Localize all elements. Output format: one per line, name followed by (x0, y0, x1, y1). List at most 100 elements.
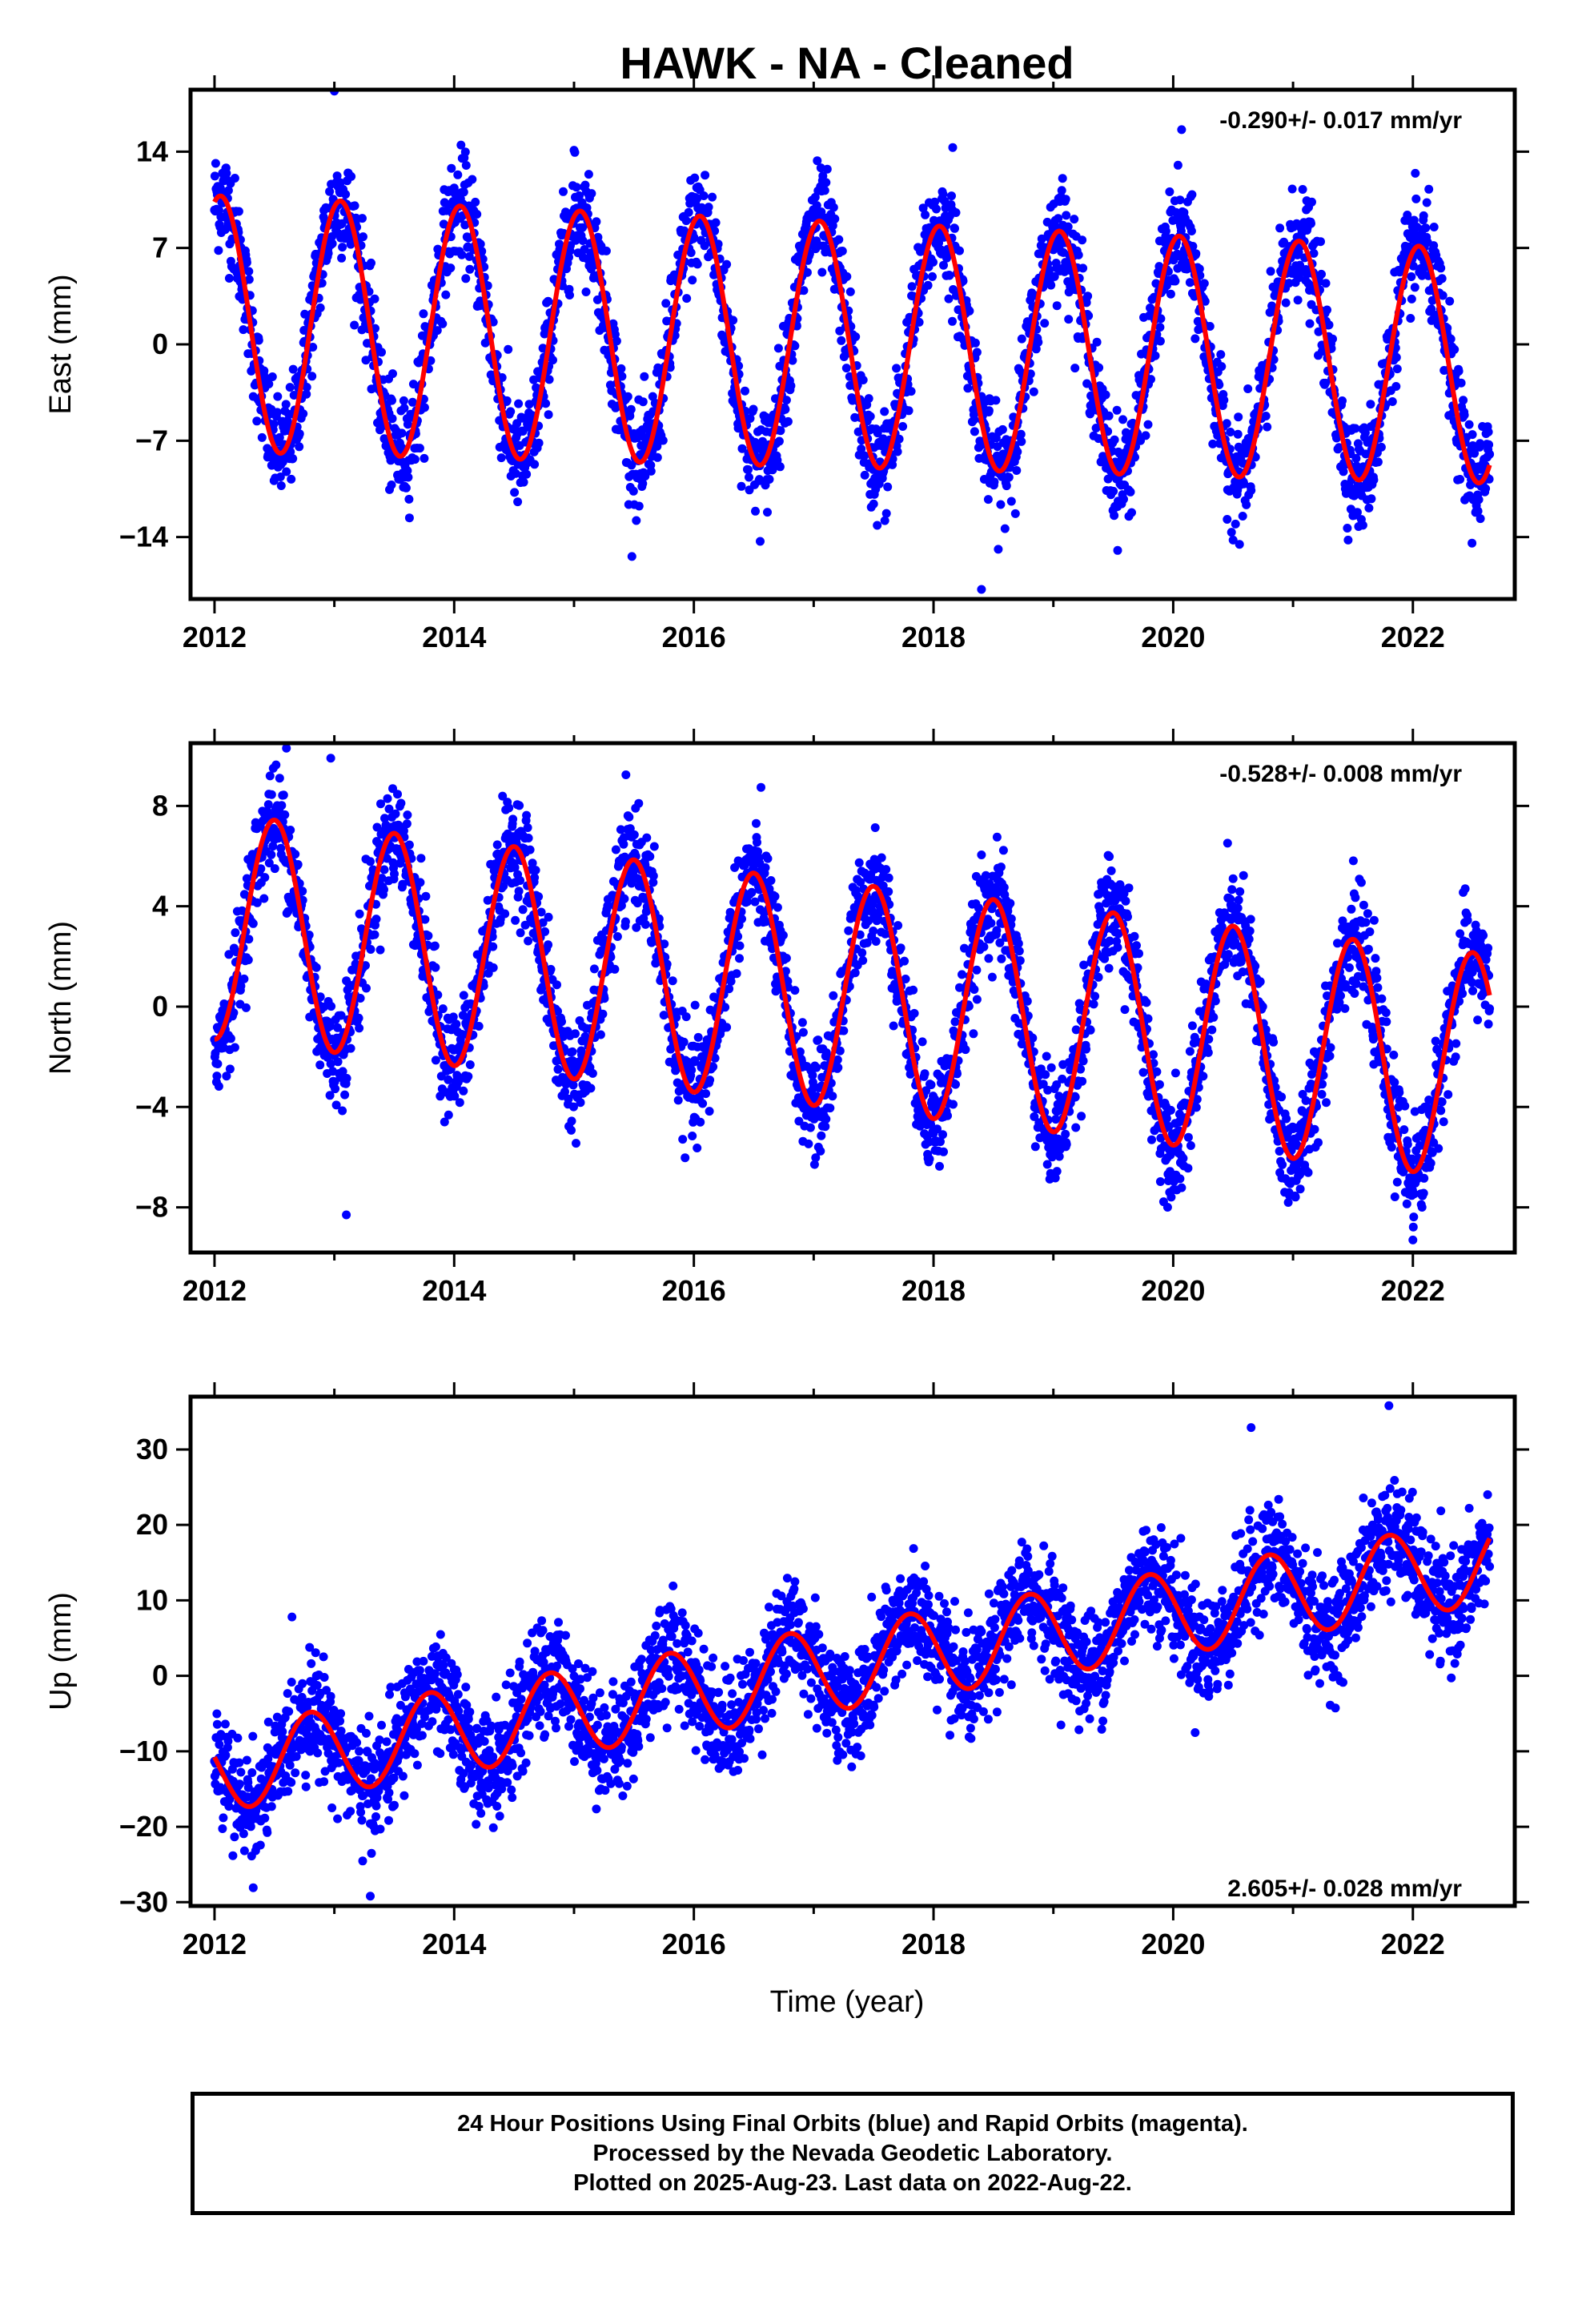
data-point (646, 466, 656, 476)
data-point (1216, 350, 1226, 360)
data-point (270, 864, 279, 874)
data-point (580, 180, 590, 190)
data-point (1324, 320, 1334, 330)
data-point (1082, 298, 1091, 308)
data-point (661, 299, 671, 308)
data-point (548, 356, 557, 365)
data-point (465, 264, 475, 274)
y-tick-label: −7 (135, 424, 168, 456)
data-point (530, 873, 540, 883)
data-point (519, 477, 528, 487)
data-point (1006, 497, 1016, 506)
data-point (914, 317, 924, 327)
data-point (1078, 263, 1088, 273)
data-point (455, 1098, 464, 1108)
data-point (541, 399, 551, 408)
x-tick-label: 2022 (1381, 621, 1445, 653)
data-point (983, 495, 993, 505)
data-point (884, 887, 893, 896)
data-point (1314, 327, 1323, 336)
data-point (698, 1099, 708, 1108)
data-point (1459, 396, 1468, 405)
data-point (506, 407, 516, 416)
data-point (854, 858, 864, 867)
data-point (1366, 400, 1375, 409)
data-point (544, 410, 553, 420)
data-point (737, 444, 747, 453)
data-point (524, 834, 533, 842)
data-point (337, 253, 347, 263)
data-point (893, 921, 903, 931)
data-point (244, 267, 254, 276)
data-point (673, 250, 683, 259)
data-point (686, 248, 696, 257)
data-point (287, 474, 296, 484)
data-point (1083, 292, 1093, 301)
data-point (1316, 237, 1325, 247)
data-point (410, 455, 420, 464)
data-point (984, 406, 994, 416)
data-point (384, 804, 394, 814)
data-point (972, 348, 982, 357)
data-point (837, 247, 847, 255)
data-point (354, 1013, 363, 1023)
data-point (1170, 276, 1180, 286)
data-point (900, 956, 909, 966)
data-point (648, 392, 657, 401)
data-point (774, 436, 784, 446)
data-point (640, 472, 650, 481)
data-point (401, 483, 411, 493)
data-point (1446, 334, 1456, 344)
data-point (620, 917, 630, 927)
data-point (873, 521, 882, 530)
data-point (531, 866, 540, 875)
data-point (224, 950, 234, 959)
data-point (224, 274, 234, 283)
data-point (1046, 280, 1056, 290)
data-point (214, 205, 223, 215)
data-point (1037, 234, 1046, 243)
data-point (361, 961, 370, 971)
data-point (335, 178, 345, 187)
data-point (279, 790, 288, 800)
data-point (510, 488, 520, 497)
data-point (461, 161, 471, 170)
data-point (700, 241, 709, 251)
data-point (399, 826, 408, 835)
data-point (1092, 337, 1102, 347)
data-point (611, 845, 620, 854)
data-point (1411, 168, 1420, 178)
data-point (881, 865, 891, 875)
data-point (212, 1072, 222, 1081)
data-point (572, 183, 581, 192)
data-point (416, 854, 426, 863)
data-point (390, 869, 399, 879)
data-point (1228, 535, 1238, 545)
data-point (1017, 436, 1026, 446)
data-point (1200, 296, 1210, 306)
data-point (242, 258, 251, 267)
data-point (1338, 396, 1347, 405)
data-point (291, 850, 300, 859)
data-point (456, 140, 466, 150)
data-point (268, 842, 278, 851)
data-point (575, 191, 584, 200)
data-point (1468, 538, 1477, 548)
data-point (679, 1037, 689, 1047)
data-point (932, 204, 941, 214)
data-point (544, 912, 553, 922)
data-point (1219, 396, 1229, 405)
data-point (213, 1059, 223, 1068)
x-tick-label: 2018 (901, 621, 966, 653)
data-point (970, 415, 979, 424)
data-point (844, 926, 853, 935)
data-point (701, 171, 710, 180)
data-point (1070, 364, 1080, 373)
data-point (1195, 264, 1204, 274)
data-point (1474, 495, 1484, 505)
data-point (244, 275, 254, 284)
data-point (802, 267, 812, 277)
data-point (259, 894, 269, 903)
data-point (626, 404, 636, 414)
